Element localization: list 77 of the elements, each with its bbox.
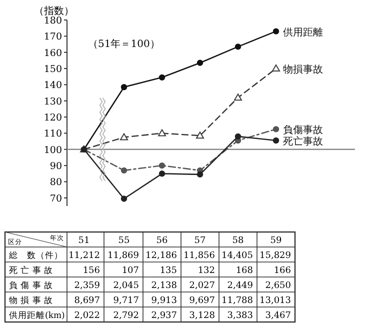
y-tick-label: 150 [44,64,62,76]
x-tick-label: 51 [78,236,90,246]
y-tick-label: 110 [44,128,62,140]
text: 2,027 [189,281,216,291]
y-tick-label: 170 [44,32,62,43]
point [234,133,242,140]
point [120,196,128,202]
text: 2,937 [151,311,178,321]
point [272,126,280,132]
point [120,167,128,174]
text: 3,467 [265,311,292,321]
series-label: 物損事故 [283,64,323,76]
y-tick-label: 180 [44,16,62,26]
x-tick-label: 56 [156,236,168,246]
x-tick-label: 55 [118,236,130,246]
text: 9,717 [113,296,140,306]
y-tick-label: 120 [44,112,62,124]
text: 3,383 [227,311,254,321]
point [158,74,166,81]
text: 2,022 [74,311,100,321]
point [234,94,242,101]
text: 107 [122,266,140,276]
text: 12,186 [146,251,178,261]
text: 死 亡 事 故 [9,265,54,276]
text: 3,128 [189,311,216,321]
text: 2,045 [113,281,140,291]
y-tick-label: 70 [50,193,62,204]
y-tick-label: 160 [44,48,62,59]
point [234,44,242,50]
series-label: 負傷事故 [283,124,323,136]
text: 2,138 [151,281,178,291]
text: 13,013 [260,296,292,306]
text: 9,913 [151,296,178,306]
text: 166 [274,266,292,276]
point [196,60,204,66]
text: 156 [82,266,100,276]
text: 物 損 事 故 [9,295,54,306]
point [158,170,166,177]
text: 9,697 [189,296,216,306]
y-tick-label: 130 [44,96,62,108]
point [120,84,128,90]
text: 負 傷 事 故 [9,280,54,291]
text: 8,697 [74,296,100,306]
point [196,171,204,178]
text: 供用距離(km) [9,310,65,321]
y-axis-title: （指数） [34,5,74,17]
point [196,132,204,139]
x-tick-label: 57 [194,236,206,246]
point [272,137,280,144]
text: 135 [160,266,178,276]
text: 11,856 [184,251,216,261]
text: 168 [236,266,254,276]
point [158,129,166,136]
point [272,64,280,72]
annotation: （51年＝100） [88,38,160,50]
text: 11,788 [222,296,254,306]
point [120,133,128,140]
y-tick-label: 80 [50,177,62,188]
point [158,162,166,169]
text: 2,792 [113,311,139,321]
point [272,28,280,34]
text: 11,212 [68,251,100,261]
series-label: 死亡事故 [283,135,323,148]
text: 132 [198,266,215,276]
text: 15,829 [260,251,292,261]
x-tick-label: 58 [232,236,244,246]
series-label: 供用距離 [283,26,323,38]
y-tick-label: 90 [50,161,62,172]
y-tick-label: 100 [44,144,62,156]
y-tick-label: 140 [44,80,62,92]
text: 2,359 [74,281,100,291]
text: 14,405 [222,251,254,261]
text: 総 数（件） [8,250,63,261]
text: 11,869 [108,251,140,261]
x-tick-label: 59 [270,236,282,246]
text: 2,650 [265,281,292,291]
text: 2,449 [227,281,254,291]
